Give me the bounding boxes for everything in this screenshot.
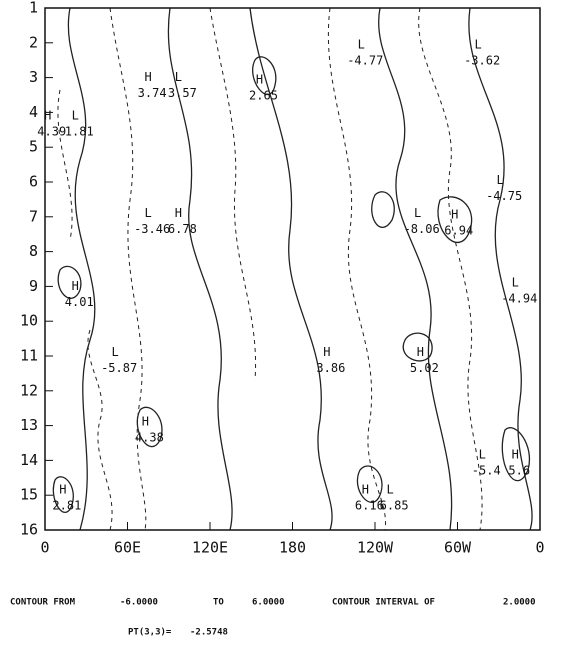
extremum-marker: H — [417, 345, 424, 359]
extremum-value: 6.16 — [355, 498, 384, 512]
y-tick-label: 11 — [20, 347, 38, 365]
extremum-marker: L — [145, 206, 152, 220]
y-tick-label: 5 — [29, 138, 38, 156]
extremum-value: 3.86 — [316, 361, 345, 375]
extremum-value: 4.01 — [65, 295, 94, 309]
y-tick-label: 14 — [20, 451, 38, 469]
y-tick-label: 9 — [29, 277, 38, 295]
extremum-value: 2.65 — [249, 89, 278, 103]
extremum-value: 3.74 — [138, 86, 167, 100]
extremum-marker: H — [512, 448, 519, 462]
x-tick-label: 0 — [535, 539, 544, 557]
footer-text: 2.0000 — [503, 598, 536, 608]
extremum-marker: L — [414, 206, 421, 220]
footer-text: CONTOUR FROM — [10, 598, 76, 608]
extremum-value: 6.78 — [168, 222, 197, 236]
extremum-marker: H — [323, 345, 330, 359]
extremum-value: -5.87 — [101, 361, 137, 375]
contours — [52, 8, 533, 530]
extremum-value: 6.85 — [380, 498, 409, 512]
extremum-value: -8.06 — [404, 222, 440, 236]
y-tick-label: 10 — [20, 312, 38, 330]
extremum-value: -3.62 — [464, 53, 500, 67]
extremum-value: 4.39 — [37, 124, 66, 138]
y-tick-label: 3 — [29, 68, 38, 86]
y-tick-label: 2 — [29, 33, 38, 51]
extremum-marker: H — [145, 70, 152, 84]
y-tick-label: 16 — [20, 521, 38, 539]
extremum-value: 4.38 — [135, 431, 164, 445]
y-tick-label: 6 — [29, 173, 38, 191]
extremum-value: 5.6 — [508, 464, 530, 478]
extremum-marker: L — [475, 37, 482, 51]
extremum-value: -4.75 — [486, 189, 522, 203]
y-tick-label: 1 — [29, 0, 38, 17]
extremum-marker: H — [256, 73, 263, 87]
extremum-marker: L — [358, 37, 365, 51]
footer-text: 6.0000 — [252, 598, 285, 608]
extremum-marker: L — [72, 108, 79, 122]
extremum-marker: L — [497, 173, 504, 187]
extremum-marker: L — [387, 482, 394, 496]
footer-text: TO — [213, 598, 224, 608]
extremum-marker: H — [175, 206, 182, 220]
x-tick-label: 180 — [279, 539, 306, 557]
plot-frame — [44, 7, 541, 531]
extremum-marker: H — [451, 208, 458, 222]
extremum-value: 5.02 — [410, 361, 439, 375]
footer-text: -2.5748 — [190, 628, 228, 638]
extremum-value: 3.57 — [168, 86, 197, 100]
extremum-marker: H — [362, 482, 369, 496]
footer-text: -6.0000 — [120, 598, 158, 608]
y-tick-label: 8 — [29, 242, 38, 260]
x-tick-label: 0 — [40, 539, 49, 557]
extremum-marker: L — [512, 275, 519, 289]
x-tick-label: 60E — [114, 539, 141, 557]
extremum-value: -5.4 — [472, 464, 501, 478]
extremum-value: -4.77 — [347, 53, 383, 67]
x-tick-label: 120E — [192, 539, 228, 557]
extremum-marker: H — [59, 482, 66, 496]
extremum-value: 1.81 — [65, 124, 94, 138]
y-tick-label: 7 — [29, 207, 38, 225]
extremum-marker: H — [142, 415, 149, 429]
extremum-marker: L — [175, 70, 182, 84]
extremum-value: -4.94 — [501, 291, 537, 305]
x-tick-label: 60W — [444, 539, 472, 557]
extremum-marker: L — [112, 345, 119, 359]
y-tick-label: 13 — [20, 416, 38, 434]
extremum-value: 2.81 — [52, 498, 81, 512]
footer-text: CONTOUR INTERVAL OF — [332, 598, 435, 608]
y-tick-label: 15 — [20, 486, 38, 504]
x-tick-label: 120W — [357, 539, 394, 557]
extremum-marker: H — [44, 108, 51, 122]
extremum-value: -3.46 — [134, 222, 170, 236]
extremum-value: 6.94 — [444, 224, 473, 238]
extremum-marker: L — [479, 448, 486, 462]
y-tick-label: 12 — [20, 381, 38, 399]
footer-text: PT(3,3)= — [128, 628, 172, 638]
extremum-marker: H — [72, 279, 79, 293]
y-tick-label: 4 — [29, 103, 38, 121]
